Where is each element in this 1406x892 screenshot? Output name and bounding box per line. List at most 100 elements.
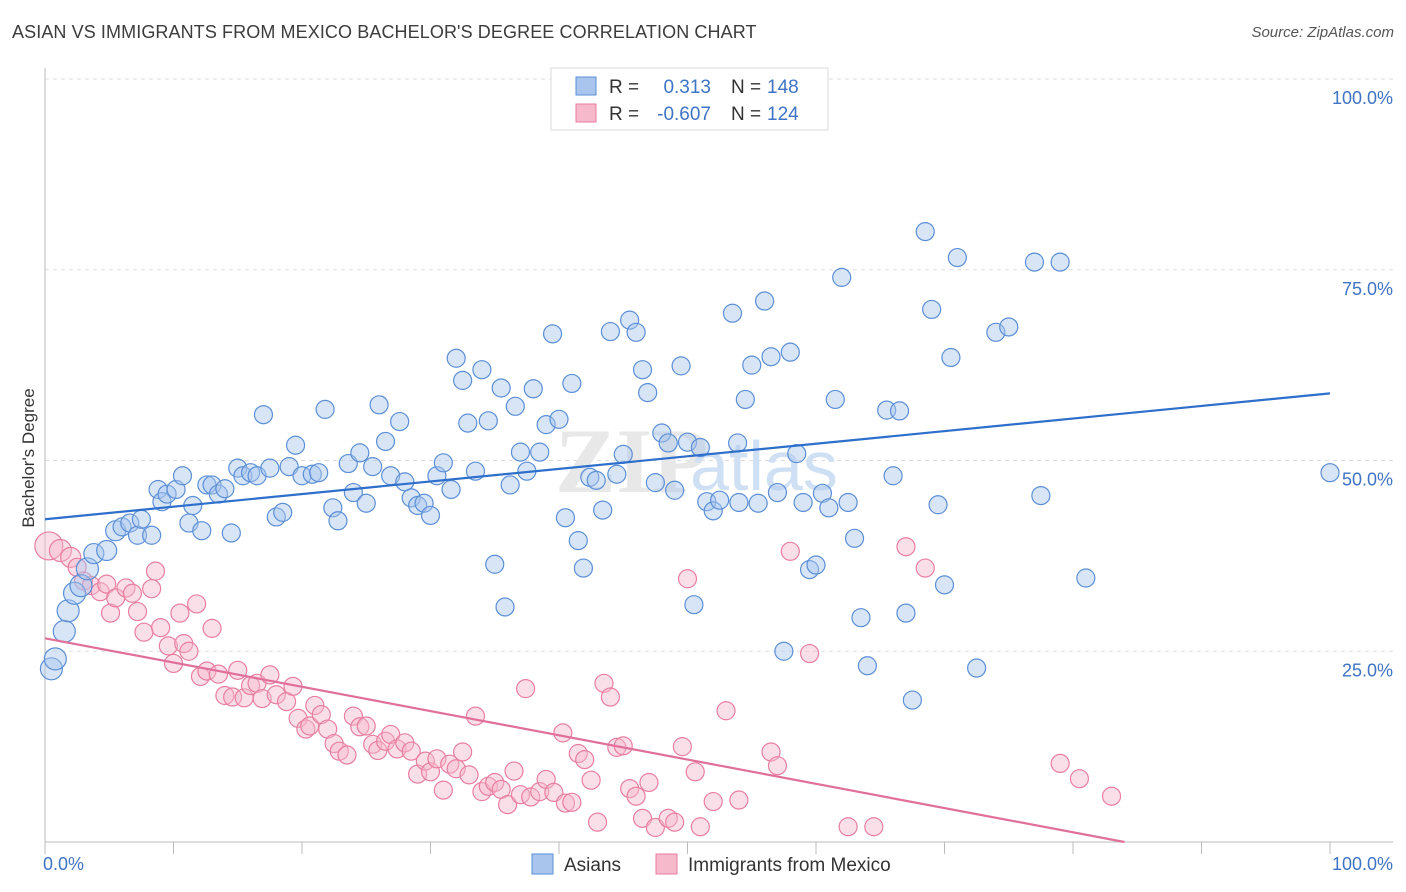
y-tick-label: 25.0% — [1342, 660, 1393, 680]
asians-point — [530, 442, 550, 462]
immigrants-point — [1050, 753, 1070, 774]
source-label: Source: ZipAtlas.com — [1251, 24, 1394, 41]
immigrants-point — [498, 795, 518, 815]
asians-point — [401, 488, 421, 508]
asians-point — [915, 222, 935, 242]
asians-point — [729, 492, 749, 513]
immigrants-point — [459, 765, 479, 785]
legend-n-label: N = — [731, 104, 761, 125]
immigrants-point — [97, 574, 117, 594]
bottom-legend-label-asians: Asians — [564, 855, 621, 876]
x-tick-label-min: 0.0% — [43, 854, 84, 874]
asians-point — [478, 411, 498, 431]
asians-point — [523, 379, 543, 399]
asians-point — [350, 443, 370, 463]
legend-swatch-pink — [575, 103, 597, 123]
asians-point — [620, 310, 640, 330]
immigrants-point — [626, 786, 646, 806]
asians-point — [233, 466, 253, 486]
immigrants-point — [521, 787, 541, 807]
legend-r-label: R = — [609, 104, 639, 125]
asians-point — [127, 525, 148, 545]
asians-point — [120, 513, 140, 533]
asians-point — [433, 453, 453, 473]
immigrants-point — [415, 751, 435, 771]
immigrants-point — [158, 636, 178, 656]
asians-point — [658, 433, 678, 453]
asians-point — [96, 539, 118, 562]
asians-point — [832, 267, 852, 287]
immigrants-point — [60, 546, 82, 569]
legend-r-value: 0.313 — [663, 77, 711, 98]
immigrants-point — [562, 792, 582, 812]
immigrants-point — [387, 739, 407, 759]
asians-point — [793, 492, 813, 513]
asians-point — [613, 444, 633, 464]
asians-point — [43, 647, 67, 671]
asians-point — [767, 482, 788, 503]
immigrants-point — [100, 603, 121, 623]
asians-point — [542, 324, 563, 344]
immigrants-point — [288, 708, 308, 728]
y-tick-labels: 25.0% 50.0% 75.0% 100.0% — [1332, 88, 1393, 680]
asians-point — [500, 475, 520, 495]
asians-point — [632, 360, 653, 380]
bottom-legend: Asians Immigrants from Mexico — [531, 853, 891, 876]
asians-point — [356, 493, 376, 513]
x-tick-label-max: 100.0% — [1332, 854, 1393, 874]
immigrants-point — [179, 641, 199, 661]
immigrants-point — [433, 780, 453, 800]
immigrants-trend-line — [44, 637, 1125, 844]
asians-point — [192, 521, 212, 541]
legend-swatch-blue — [575, 76, 597, 96]
asians-point — [934, 575, 955, 595]
immigrants-point — [48, 538, 73, 563]
asians-point — [819, 498, 839, 518]
asians-point — [806, 555, 826, 575]
immigrants-point — [34, 531, 64, 561]
immigrants-point — [639, 772, 659, 793]
immigrants-point — [134, 622, 154, 642]
asians-point — [722, 303, 743, 323]
immigrants-point — [729, 790, 749, 810]
asians-point — [754, 291, 775, 311]
asians-point — [645, 473, 665, 493]
immigrants-point — [555, 793, 576, 813]
asians-point — [728, 433, 748, 453]
immigrants-point — [1069, 769, 1090, 789]
asians-point — [485, 554, 505, 574]
immigrants-point — [665, 812, 685, 832]
immigrants-point — [864, 817, 884, 837]
asians-point — [172, 466, 193, 486]
gridlines — [45, 78, 1393, 652]
y-axis-label: Bachelor's Degree — [19, 388, 38, 527]
asians-point — [315, 399, 335, 419]
asians-point — [157, 484, 177, 504]
asians-point — [83, 542, 105, 565]
legend-r-label: R = — [609, 77, 639, 98]
immigrants-point — [465, 706, 486, 726]
immigrants-point — [356, 716, 376, 736]
asians-point — [395, 472, 415, 492]
asians-point — [273, 502, 293, 522]
asians-point — [458, 413, 478, 433]
asians-point — [309, 463, 329, 483]
immigrants-point — [350, 717, 370, 737]
immigrants-point — [716, 701, 736, 721]
asians-point — [142, 525, 162, 545]
asians-point — [671, 356, 691, 376]
immigrants-point — [202, 618, 222, 638]
legend-n-value: 148 — [767, 77, 799, 98]
immigrants-point — [252, 688, 272, 709]
bottom-legend-label-immigrants: Immigrants from Mexico — [688, 855, 891, 876]
asians-point — [941, 347, 961, 368]
asians-point — [586, 470, 606, 490]
asians-point — [1024, 252, 1045, 272]
immigrants-point — [620, 778, 640, 799]
asians-point — [857, 656, 878, 676]
asians-point — [735, 389, 755, 410]
immigrants-point — [915, 558, 935, 578]
legend-box: R = 0.313 N = 148 R = -0.607 N = 124 — [550, 67, 829, 131]
trend-lines — [44, 392, 1331, 844]
